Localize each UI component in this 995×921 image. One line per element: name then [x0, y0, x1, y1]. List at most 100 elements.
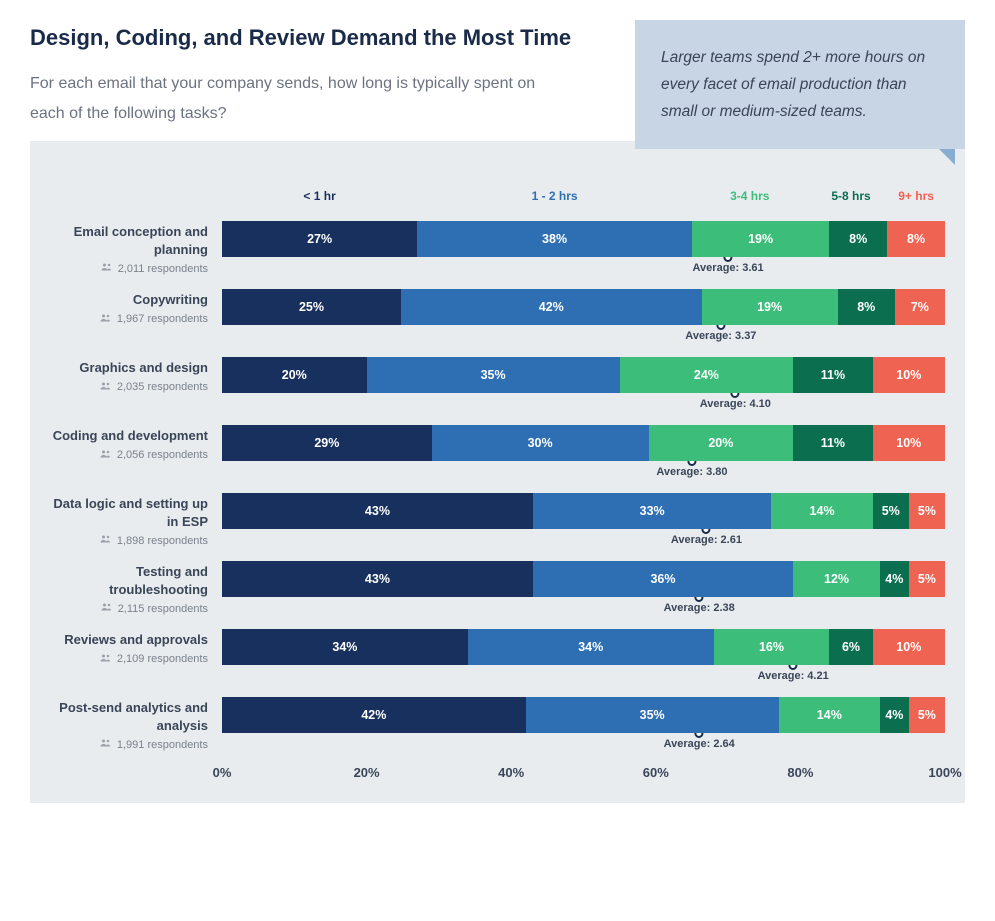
row-title: Post-send analytics and analysis — [50, 699, 208, 734]
row-title: Email conception and planning — [50, 223, 208, 258]
bar-segment: 8% — [887, 221, 945, 257]
people-icon — [100, 449, 112, 462]
bar-segment: 34% — [468, 629, 714, 665]
chart-row: Data logic and setting up in ESP 1,898 re… — [50, 493, 945, 551]
bar-segment: 14% — [779, 697, 880, 733]
average-marker: Average: 3.61 — [693, 259, 764, 274]
average-marker: Average: 3.37 — [685, 327, 756, 342]
stacked-bar: 34%34%16%6%10% — [222, 629, 945, 665]
row-title: Graphics and design — [50, 359, 208, 377]
bar-segment: 34% — [222, 629, 468, 665]
bar-segment: 20% — [222, 357, 367, 393]
x-tick: 100% — [928, 765, 961, 780]
page-subtitle: For each email that your company sends, … — [30, 69, 550, 130]
row-title: Copywriting — [50, 291, 208, 309]
stacked-bar: 42%35%14%4%5% — [222, 697, 945, 733]
x-tick: 80% — [787, 765, 813, 780]
stacked-bar: 20%35%24%11%10% — [222, 357, 945, 393]
bar-segment: 6% — [829, 629, 872, 665]
average-marker: Average: 2.64 — [664, 735, 735, 750]
bar-segment: 10% — [873, 629, 945, 665]
bar-segment: 42% — [222, 697, 526, 733]
x-tick: 0% — [213, 765, 232, 780]
bar-segment: 38% — [417, 221, 692, 257]
average-label: Average: 3.37 — [685, 330, 756, 342]
chart-row: Email conception and planning 2,011 respo… — [50, 221, 945, 279]
row-respondents: 2,056 respondents — [50, 449, 208, 462]
bar-segment: 35% — [526, 697, 779, 733]
chart-row: Copywriting1,967 respondents25%42%19%8%7… — [50, 289, 945, 347]
bar-segment: 35% — [367, 357, 620, 393]
people-icon — [100, 653, 112, 666]
average-label: Average: 4.21 — [758, 670, 829, 682]
bar-segment: 10% — [873, 425, 945, 461]
people-icon — [100, 534, 112, 547]
bar-segment: 7% — [895, 289, 945, 325]
average-label: Average: 2.38 — [664, 602, 735, 614]
bar-segment: 14% — [771, 493, 872, 529]
stacked-bar: 43%33%14%5%5% — [222, 493, 945, 529]
row-respondents: 2,035 respondents — [50, 381, 208, 394]
average-marker: Average: 2.61 — [671, 531, 742, 546]
stacked-bar: 25%42%19%8%7% — [222, 289, 945, 325]
stacked-bar: 29%30%20%11%10% — [222, 425, 945, 461]
bar-segment: 29% — [222, 425, 432, 461]
bar-segment: 43% — [222, 493, 533, 529]
average-label: Average: 3.80 — [656, 466, 727, 478]
chart-row: Coding and development 2,056 respondents 2… — [50, 425, 945, 483]
row-respondents: 2,109 respondents — [50, 653, 208, 666]
average-marker: Average: 4.21 — [758, 667, 829, 682]
average-marker: Average: 2.38 — [664, 599, 735, 614]
row-title: Data logic and setting up in ESP — [50, 495, 208, 530]
stacked-bar: 27%38%19%8%8% — [222, 221, 945, 257]
average-marker: Average: 3.80 — [656, 463, 727, 478]
average-label: Average: 3.61 — [693, 262, 764, 274]
bar-segment: 5% — [909, 493, 945, 529]
bar-segment: 42% — [401, 289, 702, 325]
bar-segment: 19% — [692, 221, 829, 257]
people-icon — [100, 381, 112, 394]
x-tick: 40% — [498, 765, 524, 780]
chart-panel: < 1 hr1 - 2 hrs3-4 hrs5-8 hrs9+ hrs Emai… — [30, 141, 965, 803]
bar-segment: 5% — [873, 493, 909, 529]
bar-segment: 30% — [432, 425, 649, 461]
bar-segment: 8% — [838, 289, 895, 325]
bar-segment: 19% — [702, 289, 838, 325]
bar-segment: 10% — [873, 357, 945, 393]
bar-segment: 43% — [222, 561, 533, 597]
x-tick: 60% — [643, 765, 669, 780]
row-title: Coding and development — [50, 427, 208, 445]
bar-segment: 11% — [793, 357, 873, 393]
average-marker: Average: 4.10 — [700, 395, 771, 410]
bar-segment: 8% — [829, 221, 887, 257]
chart-x-axis: 0%20%40%60%80%100% — [222, 765, 945, 785]
bar-segment: 20% — [649, 425, 794, 461]
row-title: Reviews and approvals — [50, 631, 208, 649]
row-respondents: 1,991 respondents — [50, 738, 208, 751]
x-tick: 20% — [354, 765, 380, 780]
bar-segment: 16% — [714, 629, 830, 665]
chart-row: Testing and troubleshooting 2,115 respond… — [50, 561, 945, 619]
row-respondents: 2,011 respondents — [50, 262, 208, 275]
callout-text: Larger teams spend 2+ more hours on ever… — [635, 20, 965, 149]
legend-item: < 1 hr — [303, 189, 335, 203]
bar-segment: 5% — [909, 561, 945, 597]
bar-segment: 5% — [909, 697, 945, 733]
people-icon — [100, 738, 112, 751]
legend-item: 5-8 hrs — [831, 189, 870, 203]
row-title: Testing and troubleshooting — [50, 563, 208, 598]
bar-segment: 33% — [533, 493, 772, 529]
row-respondents: 1,898 respondents — [50, 534, 208, 547]
chart-row: Reviews and approvals 2,109 respondents 34… — [50, 629, 945, 687]
callout-box: Larger teams spend 2+ more hours on ever… — [635, 20, 965, 149]
bar-segment: 25% — [222, 289, 401, 325]
legend-item: 9+ hrs — [898, 189, 934, 203]
legend-item: 3-4 hrs — [730, 189, 769, 203]
chart-legend: < 1 hr1 - 2 hrs3-4 hrs5-8 hrs9+ hrs — [222, 189, 945, 215]
page-title: Design, Coding, and Review Demand the Mo… — [30, 25, 605, 51]
people-icon — [101, 602, 113, 615]
average-label: Average: 2.64 — [664, 738, 735, 750]
people-icon — [101, 262, 113, 275]
row-respondents: 2,115 respondents — [50, 602, 208, 615]
bar-segment: 24% — [620, 357, 794, 393]
